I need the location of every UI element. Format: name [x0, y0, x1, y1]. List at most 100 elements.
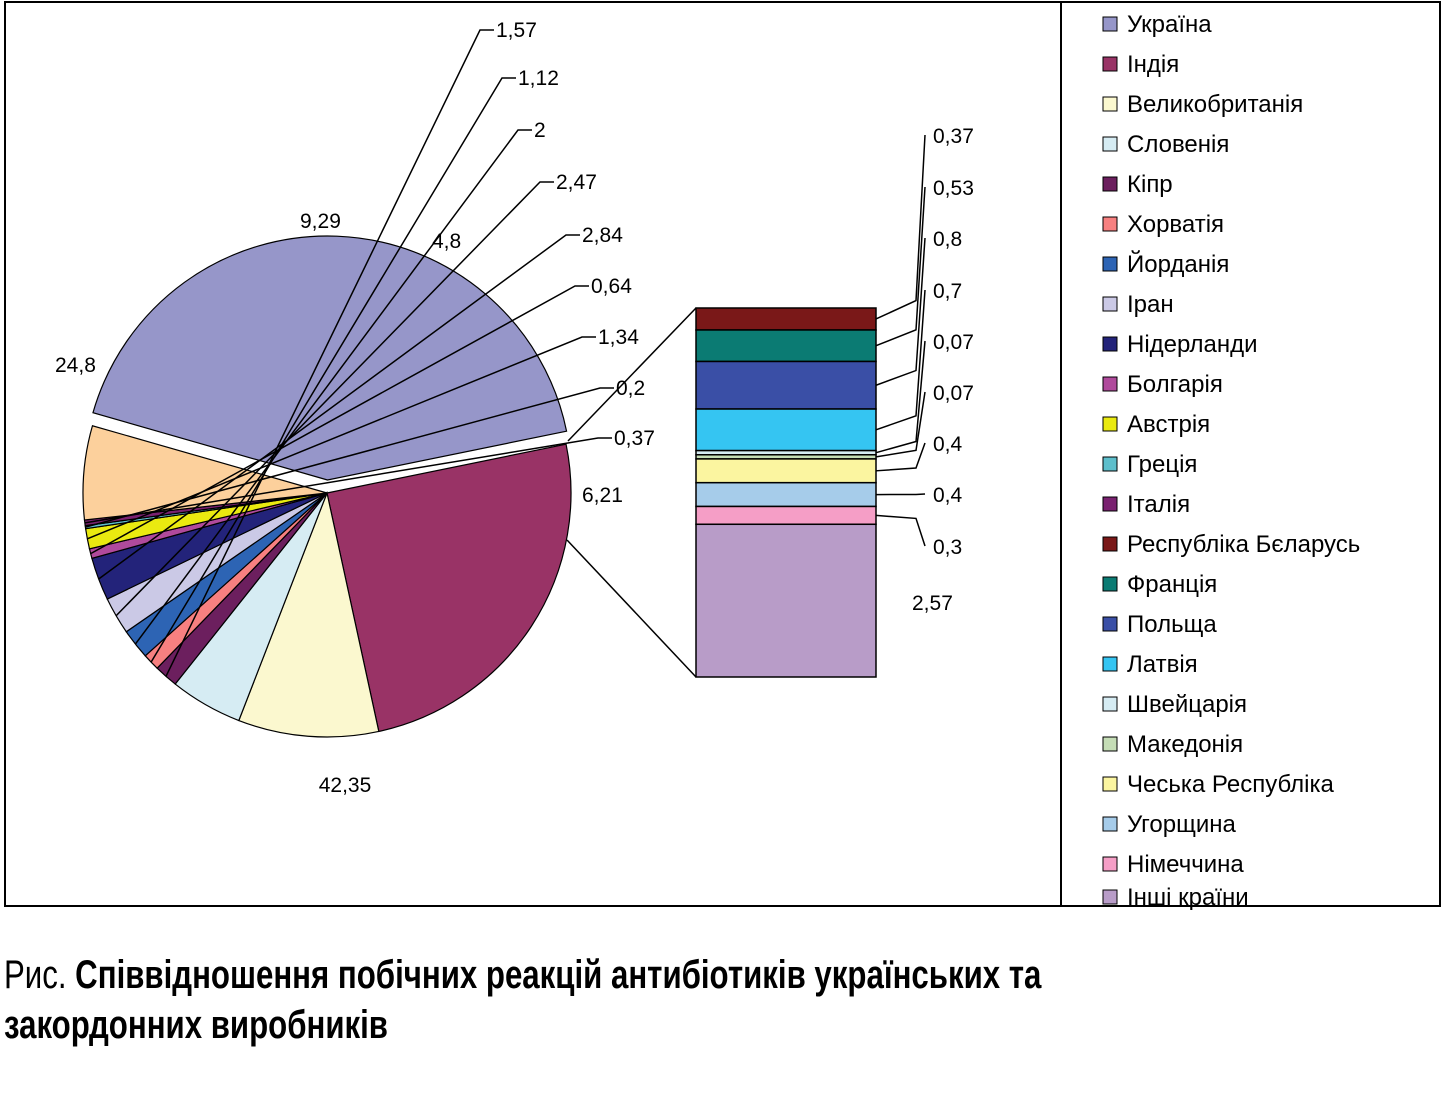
- bar-leader-німеччина: [875, 514, 926, 547]
- bar-leader-франція: [875, 186, 926, 347]
- connector-bottom: [566, 539, 697, 678]
- legend-swatch-греція: [1102, 456, 1118, 472]
- bar-label-інші-країни: 2,57: [912, 592, 953, 615]
- bar-segment-німеччина: [695, 505, 877, 526]
- bar-segment-франція: [695, 329, 877, 363]
- bar-label-франція: 0,53: [933, 177, 974, 200]
- bar-label-польща: 0,8: [933, 228, 962, 251]
- pie-slice-україна: [92, 235, 568, 481]
- pie-label-хорватія: 1,12: [518, 67, 559, 90]
- legend-swatch-угорщина: [1102, 816, 1118, 832]
- leader-line-австрія: [87, 336, 596, 540]
- pie-label-кіпр: 1,57: [496, 19, 537, 42]
- legend-swatch-україна: [1102, 16, 1118, 32]
- pie-slice-індія: [326, 443, 572, 733]
- legend-label-інші-країни: Інші країни: [1127, 884, 1249, 911]
- bar-label-німеччина: 0,3: [933, 536, 962, 559]
- bar-data-labels: 0,37 0,53 0,8 0,7 0,07 0,07 0,4 0,4 0,3 2,57: [875, 125, 974, 615]
- legend-swatch-латвія: [1102, 656, 1118, 672]
- leader-line-кіпр: [165, 29, 494, 677]
- legend-swatch-нідерланди: [1102, 336, 1118, 352]
- legend-label-індія: Індія: [1127, 51, 1179, 78]
- pie-label-болгарія: 0,64: [591, 275, 632, 298]
- leader-line-іран: [115, 181, 554, 617]
- legend-label-великобританія: Великобританія: [1127, 91, 1303, 118]
- pie-label-іран: 2,47: [556, 171, 597, 194]
- pie-label-індія: 24,8: [55, 354, 96, 377]
- bar-label-швейцарія: 0,07: [933, 331, 974, 354]
- pie-label-нідерланди: 2,84: [582, 224, 623, 247]
- pie-data-labels: 42,35 24,8 9,29 4,8 1,57 1,12 2 2,47 2,84 0,64 1,3…: [55, 19, 655, 797]
- caption-title-line1: Співвідношення побічних реакцій антибіот…: [75, 953, 1042, 997]
- legend-label-кіпр: Кіпр: [1127, 171, 1173, 198]
- legend-label-хорватія: Хорватія: [1127, 211, 1224, 238]
- bar-label-угорщина: 0,4: [933, 484, 963, 507]
- bar-segment-латвія: [695, 408, 877, 452]
- legend-swatch-інші-країни: [1102, 889, 1118, 905]
- legend-swatch-швейцарія: [1102, 696, 1118, 712]
- legend-swatch-німеччина: [1102, 856, 1118, 872]
- pie-label-австрія: 1,34: [598, 326, 639, 349]
- bar-leader-македонія: [875, 391, 926, 458]
- caption-prefix: Рис.: [4, 953, 67, 997]
- legend-swatch-великобританія: [1102, 96, 1118, 112]
- pie-label-греція: 0,2: [616, 377, 645, 400]
- bar-leader-польща: [875, 237, 926, 386]
- legend-swatch-чеська-республіка: [1102, 776, 1118, 792]
- legend-swatch-італія: [1102, 496, 1118, 512]
- legend-label-австрія: Австрія: [1127, 411, 1210, 438]
- legend: Україна Індія Великобританія Словенія Кіпр Хо…: [1102, 11, 1360, 911]
- bar-label-чеська-республіка: 0,4: [933, 433, 963, 456]
- main-pie: [82, 235, 572, 738]
- legend-label-франція: Франція: [1127, 571, 1217, 598]
- leader-line-італія: [84, 437, 612, 524]
- legend-label-республіка-бєларусь: Республіка Бєларусь: [1127, 531, 1360, 558]
- bar-segment-чеська-республіка: [695, 458, 877, 484]
- breakdown-bar: [695, 307, 877, 678]
- leader-line-йорданія: [134, 129, 532, 645]
- caption-title-line2: закордонних виробників: [4, 1003, 388, 1047]
- legend-label-угорщина: Угорщина: [1127, 811, 1236, 838]
- legend-swatch-македонія: [1102, 736, 1118, 752]
- connector-top: [567, 307, 697, 442]
- legend-swatch-індія: [1102, 56, 1118, 72]
- leader-line-нідерланди: [98, 234, 580, 580]
- bar-segment-польща: [695, 360, 877, 410]
- chart-frame: [4, 1, 1441, 907]
- pie-to-bar-connectors: [566, 307, 697, 678]
- pie-slice-інші-країни: [82, 425, 328, 521]
- legend-swatch-кіпр: [1102, 176, 1118, 192]
- leader-line-болгарія: [90, 285, 589, 555]
- pie-label-італія: 0,37: [614, 427, 655, 450]
- legend-label-йорданія: Йорданія: [1127, 250, 1229, 278]
- legend-label-словенія: Словенія: [1127, 131, 1229, 158]
- legend-swatch-болгарія: [1102, 376, 1118, 392]
- legend-label-нідерланди: Нідерланди: [1127, 331, 1258, 358]
- legend-label-польща: Польща: [1127, 611, 1217, 638]
- legend-label-болгарія: Болгарія: [1127, 371, 1223, 398]
- legend-label-іран: Іран: [1127, 291, 1174, 318]
- pie-label-інші-країни: 6,21: [582, 484, 623, 507]
- legend-label-греція: Греція: [1127, 451, 1197, 478]
- legend-swatch-іран: [1102, 296, 1118, 312]
- bar-segment-республіка-бєларусь: [695, 307, 877, 331]
- bar-label-латвія: 0,7: [933, 280, 962, 303]
- bar-segment-угорщина: [695, 481, 877, 508]
- leader-line-греція: [85, 387, 614, 528]
- pie-label-йорданія: 2: [534, 119, 546, 142]
- legend-label-чеська-республіка: Чеська Республіка: [1127, 771, 1334, 798]
- pie-label-україна: 42,35: [319, 774, 372, 797]
- legend-swatch-франція: [1102, 576, 1118, 592]
- legend-swatch-словенія: [1102, 136, 1118, 152]
- legend-label-німеччина: Німеччина: [1127, 851, 1244, 878]
- legend-swatch-польща: [1102, 616, 1118, 632]
- bar-label-македонія: 0,07: [933, 382, 974, 405]
- legend-label-італія: Італія: [1127, 491, 1190, 518]
- legend-swatch-йорданія: [1102, 256, 1118, 272]
- bar-leader-чеська-республіка: [875, 442, 926, 472]
- pie-label-великобританія: 9,29: [300, 210, 341, 233]
- legend-label-македонія: Македонія: [1127, 731, 1243, 758]
- bar-segment-інші-країни: [695, 523, 877, 678]
- legend-label-україна: Україна: [1127, 11, 1212, 38]
